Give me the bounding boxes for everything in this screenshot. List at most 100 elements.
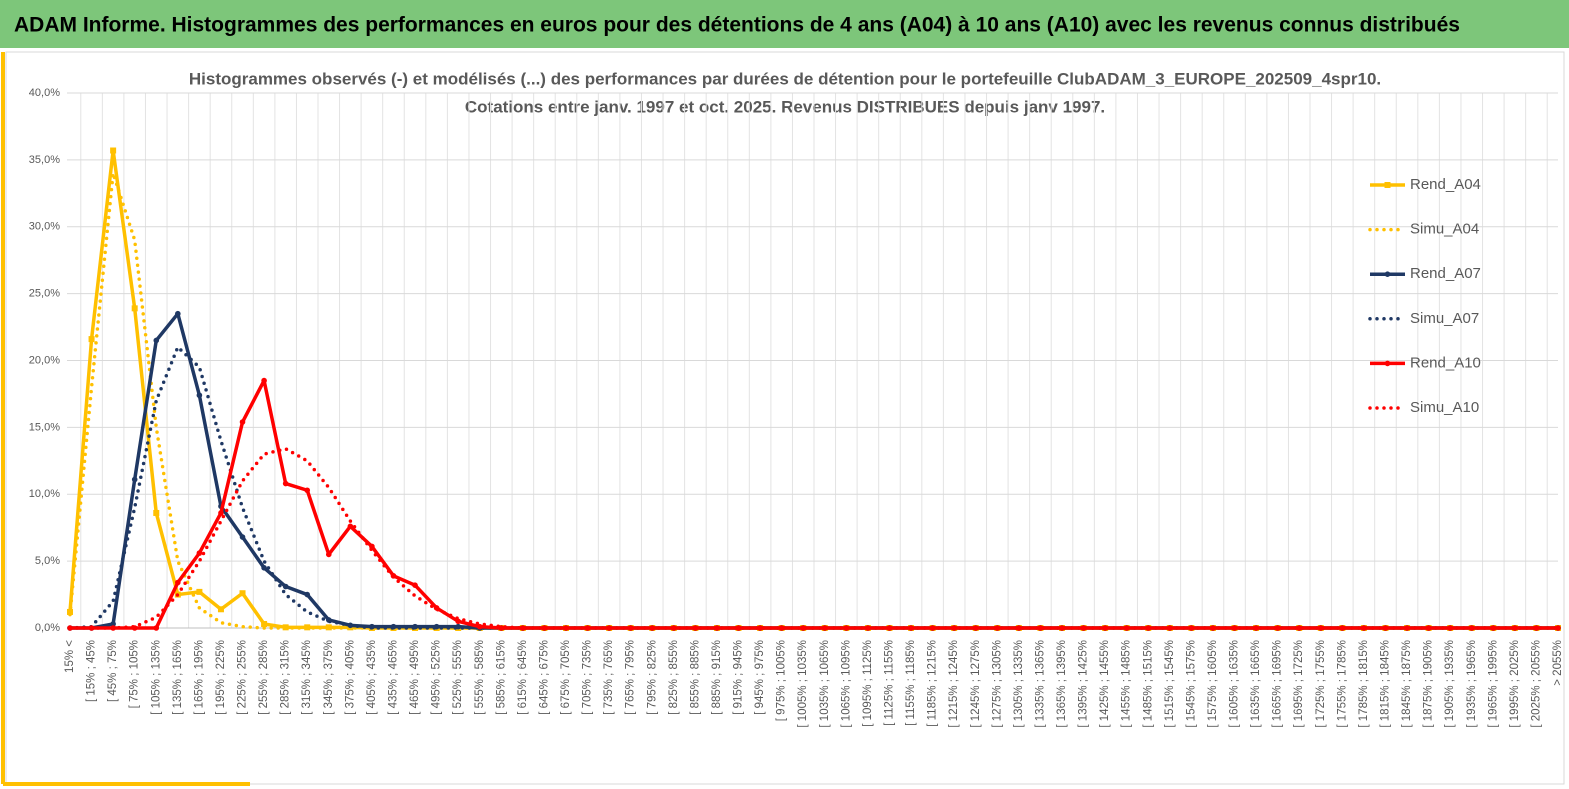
point-marker [175,579,181,586]
point-marker [778,625,785,631]
point-marker [455,618,461,625]
y-tick-label: 30,0% [29,221,60,233]
x-tick-label: [ 1005% ; 1035% [797,640,809,728]
y-tick-label: 20,0% [29,354,60,366]
point-marker [196,392,203,399]
x-tick-label: [ 315% ; 345% [301,640,313,715]
point-marker [520,625,526,631]
point-marker [217,606,224,613]
point-marker [757,625,763,631]
x-tick-label: [ 855% ; 885% [689,640,701,715]
point-marker [1016,625,1022,631]
x-tick-label: [ 195% ; 225% [215,640,227,715]
x-tick-label: [ 525% ; 555% [452,640,464,715]
x-tick-label: [ 675% ; 705% [560,640,572,715]
x-tick-label: [ 825% ; 855% [668,640,680,715]
x-tick-label: [ 1065% ; 1095% [840,640,852,728]
point-marker [131,476,138,483]
x-tick-label: [ 465% ; 495% [409,640,421,715]
y-tick-label: 15,0% [29,421,60,433]
point-marker [1080,625,1087,631]
point-marker [1274,625,1281,631]
x-tick-label: [ 705% ; 735% [582,640,594,715]
x-tick-label: [ 1455% ; 1485% [1121,640,1133,728]
point-marker [239,419,246,425]
x-tick-label: [ 975% ; 1005% [776,640,788,721]
x-tick-label: [ 225% ; 255% [237,640,249,715]
point-marker [282,583,289,590]
x-tick-label: [ 1635% ; 1665% [1250,640,1262,728]
x-tick-label: [ 1335% ; 1365% [1034,640,1046,728]
x-tick-label: [ 1185% ; 1215% [927,640,939,727]
x-tick-label: [ 1365% ; 1395% [1056,640,1068,728]
x-tick-label: [ 345% ; 375% [323,640,335,715]
header-title: ADAM Informe. Histogrammes des performan… [14,14,1460,37]
point-marker [347,523,354,530]
x-tick-label: [ 285% ; 315% [280,640,292,715]
x-tick-label: [ 45% ; 75% [107,640,119,702]
y-tick-label: 10,0% [29,488,60,500]
point-marker [412,582,418,588]
x-tick-label: [ 915% ; 945% [733,640,745,715]
point-marker [325,551,332,558]
legend-marker [1384,360,1391,367]
x-tick-label: [ 645% ; 675% [538,640,550,715]
point-marker [800,625,807,631]
point-marker [1296,625,1303,631]
point-marker [110,147,117,154]
legend-marker [1384,271,1391,278]
x-tick-label: [ 255% ; 285% [258,640,270,715]
x-tick-label: [ 735% ; 765% [603,640,615,715]
point-marker [239,590,246,597]
point-marker [1555,625,1561,631]
x-tick-label: [ 1995% ; 2025% [1509,640,1521,728]
x-tick-label: [ 15% ; 45% [86,640,98,702]
x-tick-label: [ 795% ; 825% [646,640,658,715]
x-tick-label: [ 1665% ; 1695% [1272,640,1284,728]
x-tick-label: [ 75% ; 105% [129,640,141,708]
point-marker [175,310,181,317]
x-tick-label: [ 1485% ; 1515% [1142,640,1154,728]
x-tick-label: [ 1395% ; 1425% [1078,640,1090,728]
x-tick-label: [ 1725% ; 1755% [1315,640,1327,728]
x-tick-label: [ 1905% ; 1935% [1444,640,1456,728]
point-marker [304,591,311,598]
series-line [68,447,1560,630]
legend-label: Rend_A04 [1410,176,1481,193]
x-tick-label: [ 1695% ; 1725% [1293,640,1305,728]
x-tick-label: [ 1785% ; 1815% [1358,640,1370,728]
legend-label: Simu_A07 [1410,310,1479,327]
x-tick-label: [ 1425% ; 1455% [1099,640,1111,728]
y-tick-label: 0,0% [35,622,60,634]
x-tick-label: [ 1305% ; 1335% [1013,640,1025,728]
point-marker [541,625,548,631]
point-marker [67,608,73,615]
x-tick-label: [ 1815% ; 1845% [1380,640,1392,728]
x-tick-label: [ 765% ; 795% [625,640,637,715]
point-marker [261,565,267,571]
x-tick-label: [ 945% ; 975% [754,640,766,715]
legend-label: Rend_A07 [1410,265,1481,282]
x-tick-label: [ 1575% ; 1605% [1207,640,1219,728]
point-marker [153,337,160,344]
x-tick-label: [ 1245% ; 1275% [970,640,982,728]
x-tick-label: [ 1515% ; 1545% [1164,640,1176,728]
x-tick-label: [ 1125% ; 1155% [884,640,896,726]
x-tick-label: [ 405% ; 435% [366,640,378,715]
point-marker [1037,625,1044,631]
point-marker [196,550,203,556]
x-tick-label: [ 105% ; 135% [150,640,162,715]
x-tick-label: [ 885% ; 915% [711,640,723,715]
point-marker [153,625,160,631]
x-tick-label: [ 555% ; 585% [474,640,486,715]
x-tick-label: [ 135% ; 165% [172,640,184,715]
legend-label: Rend_A10 [1410,354,1481,371]
x-tick-label: [ 375% ; 405% [344,640,356,715]
point-marker [153,509,160,516]
point-marker [1339,625,1346,631]
point-marker [282,480,289,487]
x-tick-label: [ 1275% ; 1305% [991,640,1003,728]
x-tick-label: [ 435% ; 465% [388,640,400,715]
